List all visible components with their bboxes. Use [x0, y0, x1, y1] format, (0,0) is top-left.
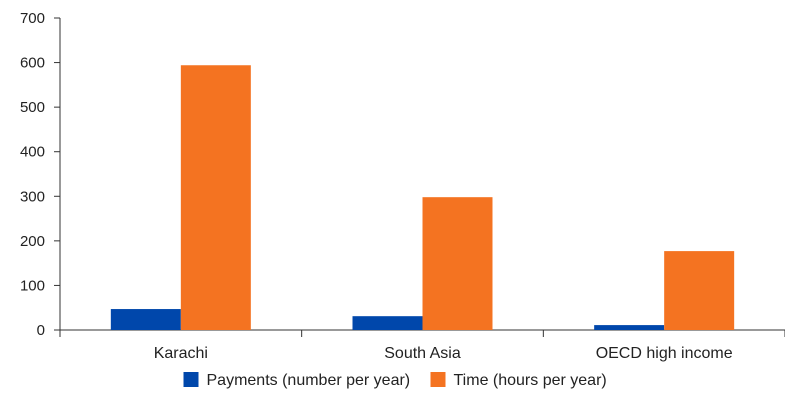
- bars: [110, 65, 735, 330]
- legend-label: Payments (number per year): [207, 372, 411, 389]
- x-tick-label: Karachi: [154, 345, 208, 362]
- legend-swatch: [430, 372, 446, 387]
- y-tick-label: 400: [20, 144, 45, 161]
- bar: [664, 251, 735, 330]
- y-tick-label: 200: [20, 233, 45, 250]
- x-tick-label: South Asia: [384, 345, 461, 362]
- x-tick-label: OECD high income: [596, 345, 733, 362]
- y-tick-label: 500: [20, 99, 45, 116]
- bar: [110, 309, 181, 330]
- y-tick-label: 700: [20, 10, 45, 27]
- labels: 0 100 200 300 400 500 600 700 Karachi South Asia O…: [20, 10, 733, 362]
- legend-swatch: [183, 372, 199, 387]
- y-tick-label: 0: [37, 322, 45, 339]
- legend: Payments (number per year) Time (hours pe…: [183, 372, 607, 389]
- legend-label: Time (hours per year): [454, 372, 607, 389]
- y-tick-label: 100: [20, 277, 45, 294]
- bar: [352, 316, 423, 330]
- bar: [594, 325, 665, 330]
- bar: [422, 197, 493, 330]
- y-tick-label: 300: [20, 188, 45, 205]
- y-tick-label: 600: [20, 55, 45, 72]
- bar: [180, 65, 251, 330]
